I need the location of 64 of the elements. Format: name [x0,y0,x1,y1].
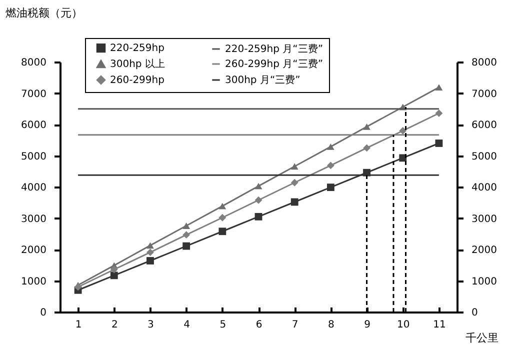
legend-label: 300hp 以上 [110,58,165,70]
point [254,196,262,204]
y2-tick-label: 4000 [472,182,497,194]
y2-tick-label: 2000 [472,245,497,256]
x-axis-title: 千公里 [466,332,498,344]
x-tick-label: 10 [396,320,410,330]
point [435,84,443,91]
x-tick-label: 4 [184,320,190,330]
point [218,214,226,222]
point [74,283,82,291]
x-tick-label: 5 [220,320,226,330]
point [363,123,370,130]
y-tick-label: 3000 [21,214,46,225]
point [290,163,298,170]
point [254,182,262,190]
point [146,242,154,249]
legend-label: 260-299hp [110,75,164,86]
legend-label: 220-259hp [110,43,164,54]
y-tick-label: 1000 [21,276,46,288]
x-tick-label: 2 [111,320,118,330]
point [326,143,334,150]
x-tick-label: 1 [75,320,82,330]
point [363,144,370,152]
x-tick-label: 8 [328,320,334,330]
point [290,198,298,206]
x-tick-label: 11 [433,320,446,330]
point [146,248,154,256]
legend-label: 220-259hp 月“三费” [225,43,324,55]
legend-label: 300hp 月“三费” [225,74,300,86]
x-tick-label: 3 [148,320,154,330]
y2-tick-label: 8000 [472,58,497,68]
point [218,228,226,236]
point [110,266,118,274]
point [326,184,334,192]
point [435,140,443,147]
x-tick-label: 6 [256,320,262,330]
point [399,127,407,134]
point [254,212,262,220]
point [218,202,226,210]
y-tick-label: 2000 [21,245,46,256]
legend-label: 260-299hp 月“三费” [225,58,324,70]
point [435,110,443,117]
y2-tick-label: 5000 [472,151,497,162]
y2-tick-label: 0 [472,308,478,318]
x-tick-label: 9 [364,320,370,330]
y-tick-label: 5000 [21,151,46,162]
point [182,242,190,250]
y-tick-label: 8000 [21,58,46,68]
point [182,231,190,239]
y-tick-label: 6000 [21,120,46,131]
y2-tick-label: 6000 [472,120,497,131]
y2-tick-label: 3000 [472,214,497,225]
point [146,257,154,264]
point [326,162,334,170]
y-tick-label: 4000 [21,182,46,194]
x-tick-label: 7 [292,320,298,330]
y-axis-title: 燃油税额（元） [6,6,82,20]
y2-tick-label: 7000 [472,88,497,100]
y2-tick-label: 1000 [472,276,497,288]
point [290,178,298,186]
point [110,272,118,280]
point [182,222,190,229]
y-tick-label: 7000 [21,88,46,100]
y-tick-label: 0 [40,308,46,318]
